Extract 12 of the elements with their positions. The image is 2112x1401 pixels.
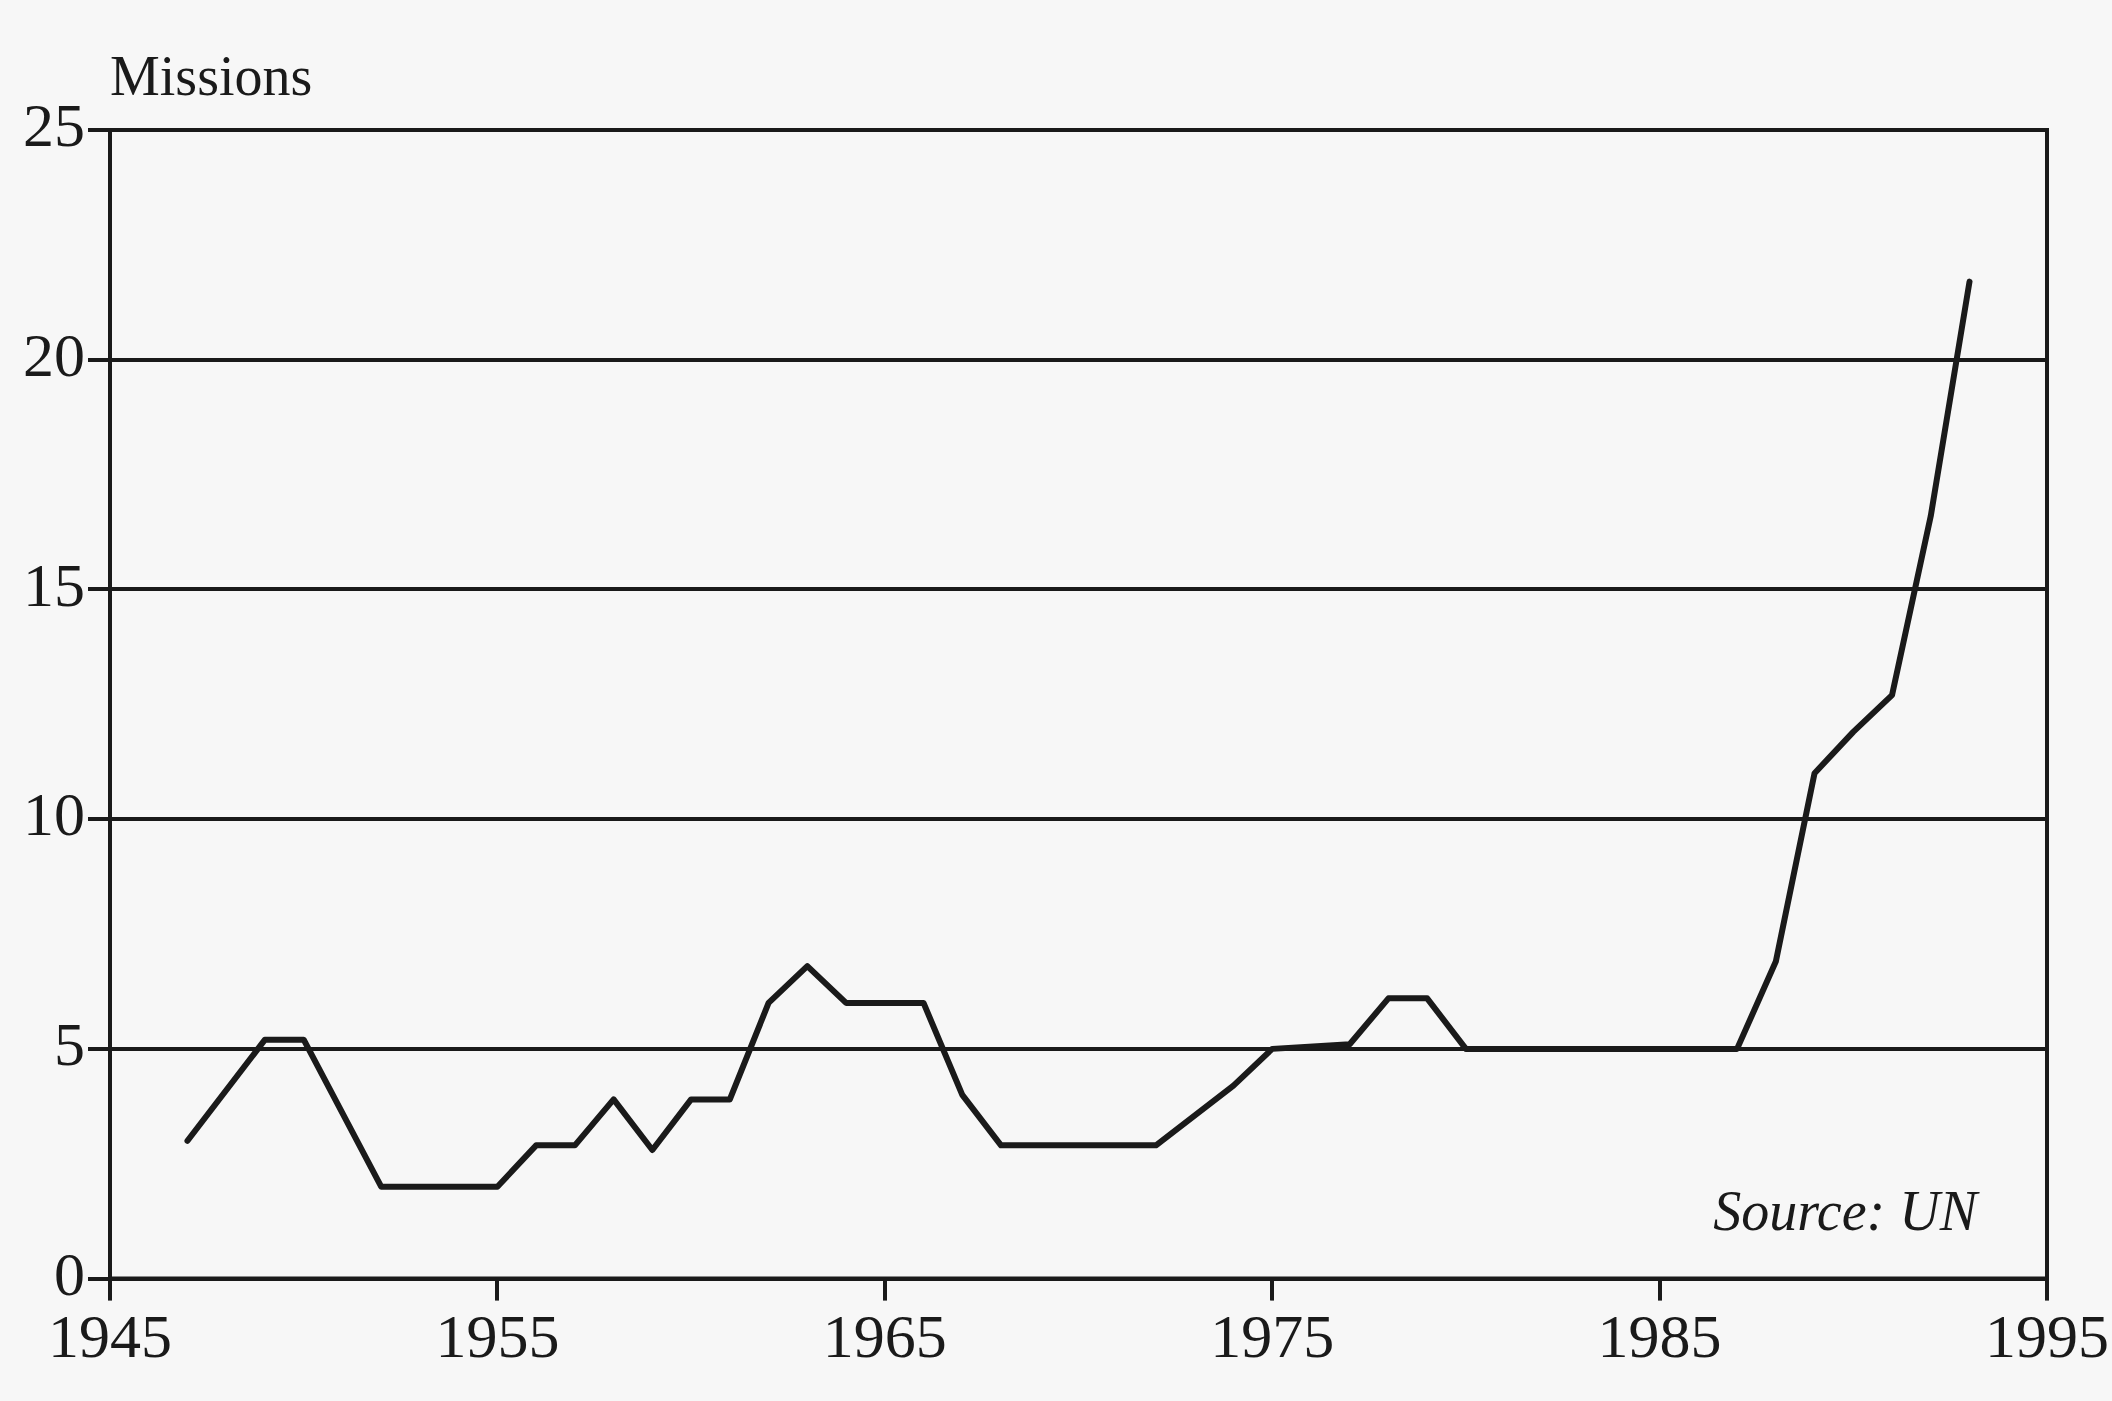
y-tick-label: 5	[54, 1010, 85, 1079]
x-tick-label: 1985	[1597, 1302, 1722, 1371]
y-tick-label: 20	[23, 321, 85, 389]
y-tick-label: 15	[23, 550, 85, 619]
x-tick-label: 1975	[1210, 1302, 1335, 1371]
y-tick-label: 25	[23, 91, 85, 160]
annotation: Source: UN	[1713, 1180, 1980, 1243]
x-tick-label: 1955	[435, 1302, 560, 1371]
y-tick-label: 10	[23, 780, 85, 849]
y-axis-title: Missions	[110, 44, 313, 107]
x-tick-label: 1965	[822, 1302, 947, 1371]
x-tick-label: 1995	[1985, 1302, 2109, 1371]
